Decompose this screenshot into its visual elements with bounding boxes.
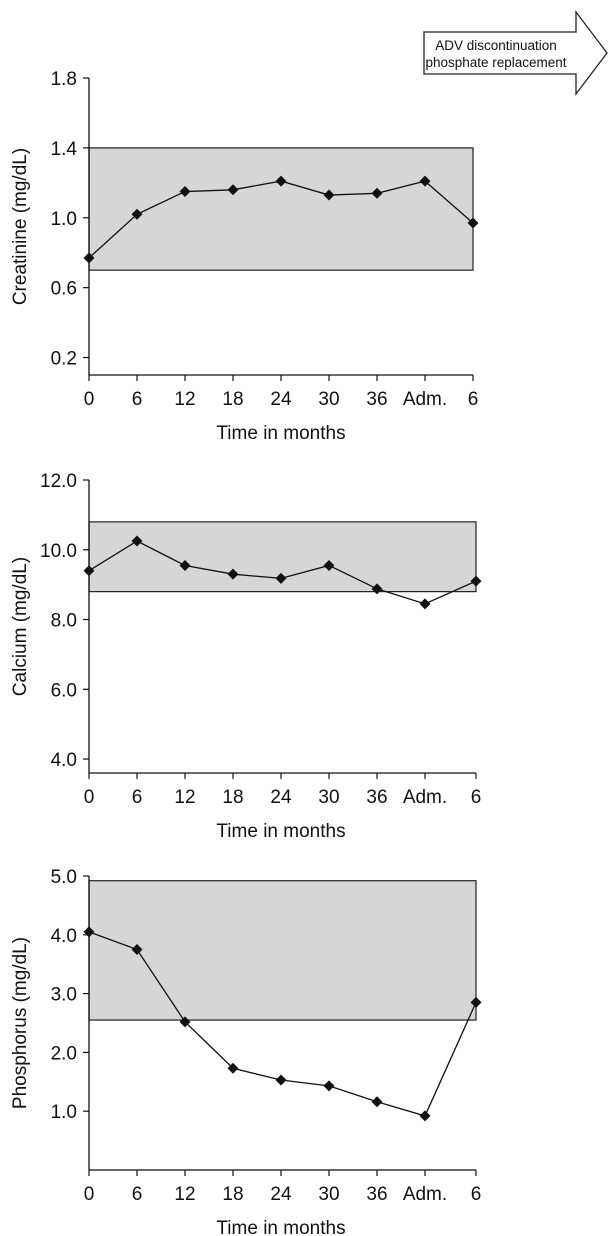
creatinine-data-point [371,187,383,199]
y-tick-label: 1.0 [51,209,77,230]
calcium-y-axis-title: Calcium (mg/dL) [10,557,31,696]
calcium-data-point [131,535,143,547]
calcium-data-point [83,565,95,577]
x-tick-label: Adm. [403,1184,447,1205]
x-tick-label: 30 [318,787,339,808]
creatinine-data-point [179,186,191,198]
y-tick-label: 0.6 [51,279,77,300]
creatinine-y-axis-title: Creatinine (mg/dL) [10,148,31,305]
x-tick-label: 0 [84,787,95,808]
calcium-panel: 4.0 6.0 8.0 10.0 12.0 0 6 12 18 24 30 36 Adm. 6 Time i… [10,471,482,842]
creatinine-data-point [83,252,95,264]
y-tick-label: 4.0 [51,750,77,771]
y-tick-label: 0.2 [51,349,77,370]
y-tick-label: 1.4 [51,139,78,160]
x-tick-label: 6 [132,787,143,808]
creatinine-x-axis-title: Time in months [216,423,345,444]
annotation-arrow: ADV discontinuation phosphate replacemen… [423,10,608,96]
x-tick-label: 0 [84,389,95,410]
x-tick-label: 6 [468,389,479,410]
x-tick-label: 18 [222,1184,243,1205]
creatinine-data-point [227,184,239,196]
phosphorus-data-point [227,1062,239,1074]
calcium-data-point [371,583,383,595]
creatinine-data-point [275,175,287,187]
y-tick-label: 2.0 [51,1043,77,1064]
y-tick-label: 5.0 [51,867,77,888]
calcium-data-point [470,575,482,587]
calcium-data-point [419,598,431,610]
x-tick-label: 24 [270,1184,292,1205]
x-tick-label: 12 [174,1184,195,1205]
phosphorus-reference-range [88,880,477,1021]
phosphorus-data-point [275,1074,287,1086]
calcium-x-axis-title: Time in months [216,821,345,842]
creatinine-panel: 0.2 0.6 1.0 1.4 1.8 0 6 12 18 24 30 36 Adm. 6 Time in … [10,69,479,444]
y-tick-label: 1.0 [51,1102,77,1123]
phosphorus-data-point [470,996,482,1008]
phosphorus-y-axis-title: Phosphorus (mg/dL) [10,937,31,1109]
x-tick-label: 6 [471,787,482,808]
annotation-line-2: phosphate replacement [425,55,566,70]
y-tick-label: 12.0 [40,471,77,492]
x-tick-label: 24 [270,787,292,808]
x-tick-label: 18 [222,787,243,808]
x-tick-label: Adm. [403,389,447,410]
y-tick-label: 1.8 [51,69,77,90]
phosphorus-x-axis-title: Time in months [216,1218,345,1236]
x-tick-label: 30 [318,389,339,410]
phosphorus-data-point [131,944,143,955]
creatinine-data-point [323,189,335,201]
y-tick-label: 4.0 [51,926,77,947]
phosphorus-data-point [323,1080,335,1092]
phosphorus-data-point [371,1096,383,1108]
y-tick-label: 8.0 [51,611,77,632]
x-tick-label: 12 [174,787,195,808]
calcium-data-point [179,559,191,571]
creatinine-reference-range [88,147,474,271]
x-tick-label: 6 [132,1184,143,1205]
creatinine-data-point [467,217,479,229]
creatinine-data-point [419,175,431,187]
x-tick-label: 6 [471,1184,482,1205]
x-tick-label: 36 [366,1184,387,1205]
x-tick-label: 0 [84,1184,95,1205]
y-tick-label: 6.0 [51,680,77,701]
creatinine-data-point [131,208,143,220]
y-tick-label: 10.0 [40,541,77,562]
arrow-shape [423,10,608,96]
x-tick-label: Adm. [403,787,447,808]
phosphorus-data-point [179,1016,191,1028]
calcium-data-point [275,572,287,584]
annotation-line-1: ADV discontinuation [435,38,557,53]
phosphorus-panel: 1.0 2.0 3.0 4.0 5.0 0 6 12 18 24 30 36 Adm. 6 Time in … [10,867,482,1236]
y-tick-label: 3.0 [51,985,77,1006]
x-tick-label: 18 [222,389,243,410]
x-tick-label: 36 [366,389,387,410]
phosphorus-data-point [419,1110,431,1122]
x-tick-label: 6 [132,389,143,410]
calcium-data-point [323,559,335,571]
phosphorus-data-point [83,926,95,938]
x-tick-label: 12 [174,389,195,410]
x-tick-label: 30 [318,1184,339,1205]
calcium-data-point [227,568,239,580]
x-tick-label: 24 [270,389,292,410]
x-tick-label: 36 [366,787,387,808]
